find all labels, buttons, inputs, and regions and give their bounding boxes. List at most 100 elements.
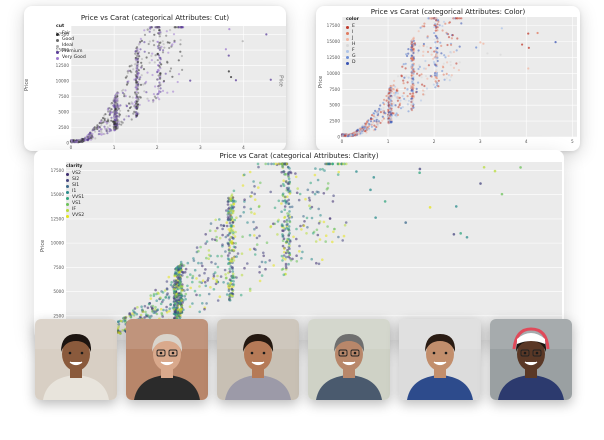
- scatter-point: [99, 128, 102, 131]
- scatter-point: [179, 314, 182, 317]
- scatter-point: [117, 323, 121, 326]
- scatter-point: [401, 106, 404, 109]
- scatter-point: [422, 44, 425, 47]
- scatter-point: [186, 284, 189, 288]
- video-tile-participant-4[interactable]: [308, 319, 390, 400]
- scatter-point: [138, 55, 141, 58]
- scatter-point: [255, 236, 259, 240]
- scatter-point: [432, 83, 435, 86]
- scatter-point: [100, 119, 103, 122]
- scatter-point: [308, 199, 312, 202]
- scatter-point: [289, 171, 293, 175]
- scatter-point: [119, 109, 122, 112]
- scatter-point: [156, 59, 159, 62]
- scatter-point: [379, 121, 382, 124]
- scatter-point: [228, 296, 232, 299]
- legend-marker: [66, 196, 69, 200]
- scatter-point: [166, 292, 169, 295]
- scatter-point: [369, 188, 372, 192]
- scatter-point: [131, 96, 134, 99]
- scatter-point: [258, 271, 261, 274]
- y-tick-label: 7500: [329, 87, 340, 92]
- scatter-point: [216, 299, 220, 302]
- scatter-point: [374, 109, 377, 112]
- y-tick-label: 5000: [329, 103, 340, 108]
- scatter-point: [307, 196, 311, 200]
- scatter-point: [411, 95, 414, 98]
- scatter-point: [159, 72, 162, 75]
- scatter-point: [170, 45, 173, 48]
- scatter-point: [232, 259, 236, 262]
- scatter-point: [173, 292, 176, 295]
- scatter-point: [401, 65, 404, 68]
- scatter-point: [139, 76, 142, 79]
- scatter-point: [258, 234, 261, 238]
- scatter-point: [136, 57, 139, 61]
- scatter-point: [147, 42, 150, 46]
- scatter-point: [400, 75, 403, 78]
- scatter-point: [527, 32, 530, 35]
- scatter-point: [283, 220, 286, 223]
- scatter-point: [373, 124, 376, 127]
- scatter-point: [435, 73, 438, 76]
- video-tile-participant-6[interactable]: [490, 319, 572, 400]
- scatter-point: [178, 273, 181, 276]
- scatter-point: [174, 26, 177, 29]
- legend-item-cut-4: Very Good: [56, 55, 86, 61]
- scatter-point: [132, 68, 135, 71]
- scatter-point: [422, 54, 425, 57]
- scatter-point: [317, 222, 321, 225]
- scatter-point: [359, 127, 362, 130]
- scatter-point: [108, 130, 111, 133]
- legend-marker: [66, 184, 69, 188]
- scatter-point: [135, 46, 139, 49]
- scatter-point: [212, 272, 216, 276]
- scatter-point: [250, 194, 253, 198]
- scatter-point: [215, 280, 219, 284]
- scatter-point: [113, 113, 116, 116]
- scatter-point: [231, 270, 235, 273]
- scatter-point: [107, 110, 110, 113]
- scatter-point: [279, 184, 283, 188]
- scatter-point: [354, 134, 357, 137]
- y-tick-label: 2500: [58, 125, 69, 130]
- video-tile-participant-2[interactable]: [126, 319, 208, 400]
- scatter-point: [287, 262, 290, 266]
- scatter-point: [234, 242, 237, 245]
- scatter-point: [236, 252, 240, 255]
- scatter-point: [287, 182, 290, 186]
- scatter-point: [460, 22, 463, 25]
- scatter-point: [430, 75, 433, 78]
- scatter-point: [173, 39, 176, 42]
- scatter-point: [375, 125, 378, 129]
- scatter-point: [376, 124, 379, 128]
- scatter-point: [449, 63, 452, 67]
- scatter-point: [179, 292, 183, 296]
- scatter-point: [219, 223, 223, 227]
- scatter-point: [286, 195, 289, 198]
- scatter-point: [382, 106, 385, 109]
- scatter-point: [168, 309, 171, 313]
- video-tile-participant-3[interactable]: [217, 319, 299, 400]
- scatter-point: [282, 237, 286, 240]
- scatter-point: [280, 224, 284, 227]
- scatter-point: [161, 315, 164, 318]
- scatter-point: [163, 289, 167, 292]
- scatter-point: [172, 90, 175, 93]
- scatter-point: [390, 115, 393, 118]
- scatter-point: [221, 233, 224, 237]
- video-tile-participant-5[interactable]: [399, 319, 481, 400]
- scatter-point: [349, 134, 352, 137]
- legend-label: VVS2: [72, 213, 85, 218]
- scatter-point: [136, 96, 140, 99]
- scatter-point: [192, 259, 196, 262]
- scatter-point: [216, 265, 220, 269]
- legend-marker: [56, 44, 59, 48]
- scatter-point: [159, 56, 162, 60]
- scatter-point: [248, 287, 252, 291]
- scatter-point: [200, 281, 203, 284]
- scatter-point: [130, 118, 133, 121]
- scatter-point: [411, 75, 414, 78]
- scatter-point: [304, 197, 307, 201]
- video-tile-participant-1[interactable]: [35, 319, 117, 400]
